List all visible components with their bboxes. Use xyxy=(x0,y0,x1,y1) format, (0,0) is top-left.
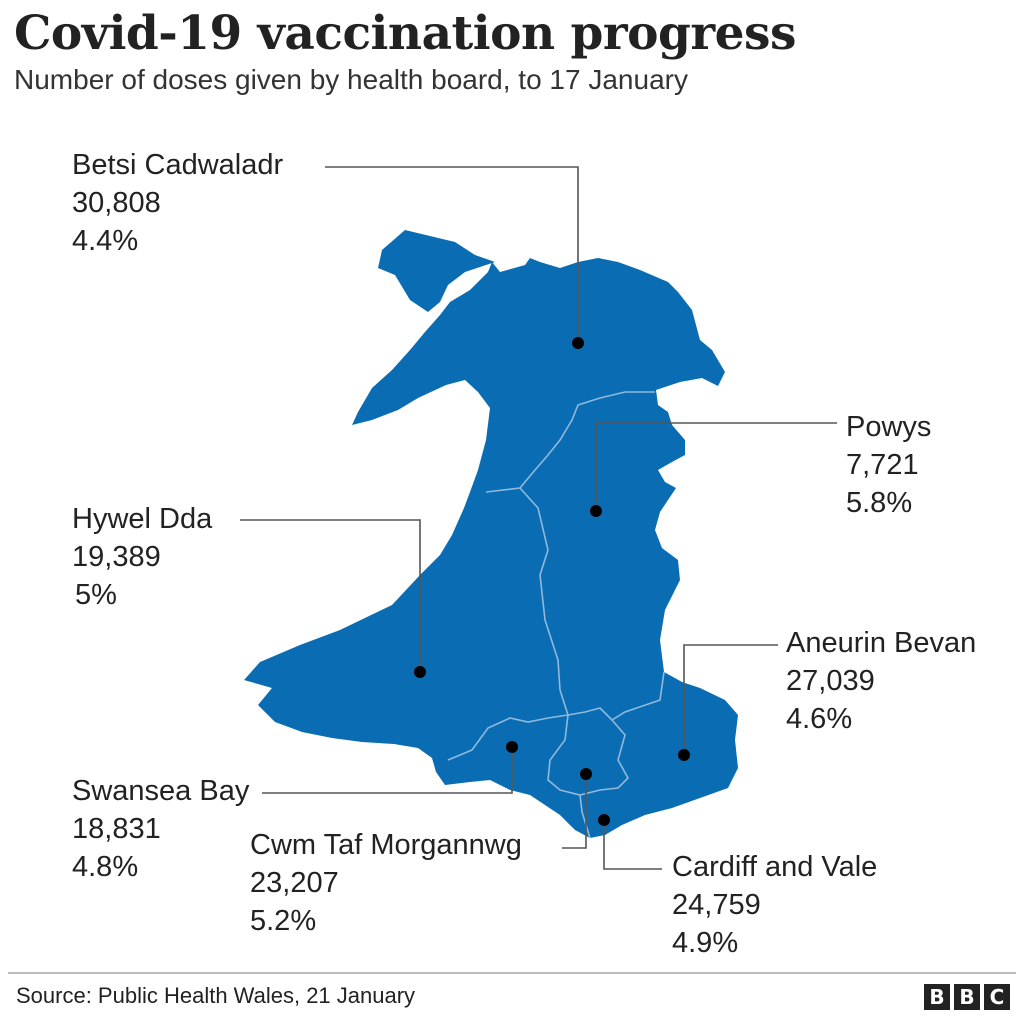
leader-cardiff-and-vale xyxy=(603,820,662,870)
leader-swansea-bay xyxy=(262,747,513,794)
source-note: Source: Public Health Wales, 21 January xyxy=(16,983,416,1008)
label-betsi-cadwaladr: Betsi Cadwaladr 30,808 4.4% xyxy=(72,146,283,260)
region-doses: 23,207 xyxy=(250,867,339,899)
marker-powys xyxy=(590,505,602,517)
region-percent: 4.4% xyxy=(72,225,139,257)
region-doses: 30,808 xyxy=(72,187,161,219)
leader-powys xyxy=(595,422,837,511)
region-percent: 5% xyxy=(75,579,117,611)
region-doses: 19,389 xyxy=(72,541,161,573)
health-board-boundaries xyxy=(447,391,665,839)
region-doses: 27,039 xyxy=(786,665,875,697)
region-name: Betsi Cadwaladr xyxy=(72,149,284,181)
bbc-logo-letter: C xyxy=(984,984,1010,1010)
wales-land xyxy=(244,228,738,838)
region-name: Swansea Bay xyxy=(72,775,250,807)
region-name: Cwm Taf Morgannwg xyxy=(250,829,522,861)
region-name: Hywel Dda xyxy=(72,503,213,535)
leader-betsi-cadwaladr xyxy=(325,166,579,343)
region-percent: 4.6% xyxy=(786,703,853,735)
footer-divider xyxy=(8,972,1016,974)
marker-aneurin-bevan xyxy=(678,749,690,761)
region-percent: 4.8% xyxy=(72,851,139,883)
marker-hywel-dda xyxy=(414,666,426,678)
label-aneurin-bevan: Aneurin Bevan 27,039 4.6% xyxy=(786,624,976,738)
label-hywel-dda: Hywel Dda 19,389 5% xyxy=(72,500,212,614)
marker-swansea-bay xyxy=(506,741,518,753)
label-cardiff-and-vale: Cardiff and Vale 24,759 4.9% xyxy=(672,848,877,962)
anglesey-land xyxy=(378,230,495,312)
marker-betsi-cadwaladr xyxy=(572,337,584,349)
region-markers xyxy=(414,337,690,826)
leader-aneurin-bevan xyxy=(683,644,778,755)
label-cwm-taf-morgannwg: Cwm Taf Morgannwg 23,207 5.2% xyxy=(250,826,522,940)
leader-hywel-dda xyxy=(240,519,421,672)
leader-cwm-taf-morgannwg xyxy=(562,774,587,849)
region-doses: 24,759 xyxy=(672,889,761,921)
label-powys: Powys 7,721 5.8% xyxy=(846,408,931,522)
marker-cwm-taf-morgannwg xyxy=(580,768,592,780)
bbc-logo-letter: B xyxy=(924,984,950,1010)
region-doses: 7,721 xyxy=(846,449,919,481)
region-name: Cardiff and Vale xyxy=(672,851,878,883)
bbc-logo: B B C xyxy=(924,984,1010,1010)
region-doses: 18,831 xyxy=(72,813,161,845)
bbc-logo-letter: B xyxy=(954,984,980,1010)
map-subtitle: Number of doses given by health board, t… xyxy=(14,64,688,95)
region-percent: 5.8% xyxy=(846,487,913,519)
label-swansea-bay: Swansea Bay 18,831 4.8% xyxy=(72,772,249,886)
marker-cardiff-and-vale xyxy=(598,814,610,826)
map-title: Covid-19 vaccination progress xyxy=(14,6,796,61)
leader-lines xyxy=(240,166,837,870)
region-percent: 5.2% xyxy=(250,905,317,937)
region-name: Aneurin Bevan xyxy=(786,627,977,659)
region-percent: 4.9% xyxy=(672,927,739,959)
region-name: Powys xyxy=(846,411,932,443)
